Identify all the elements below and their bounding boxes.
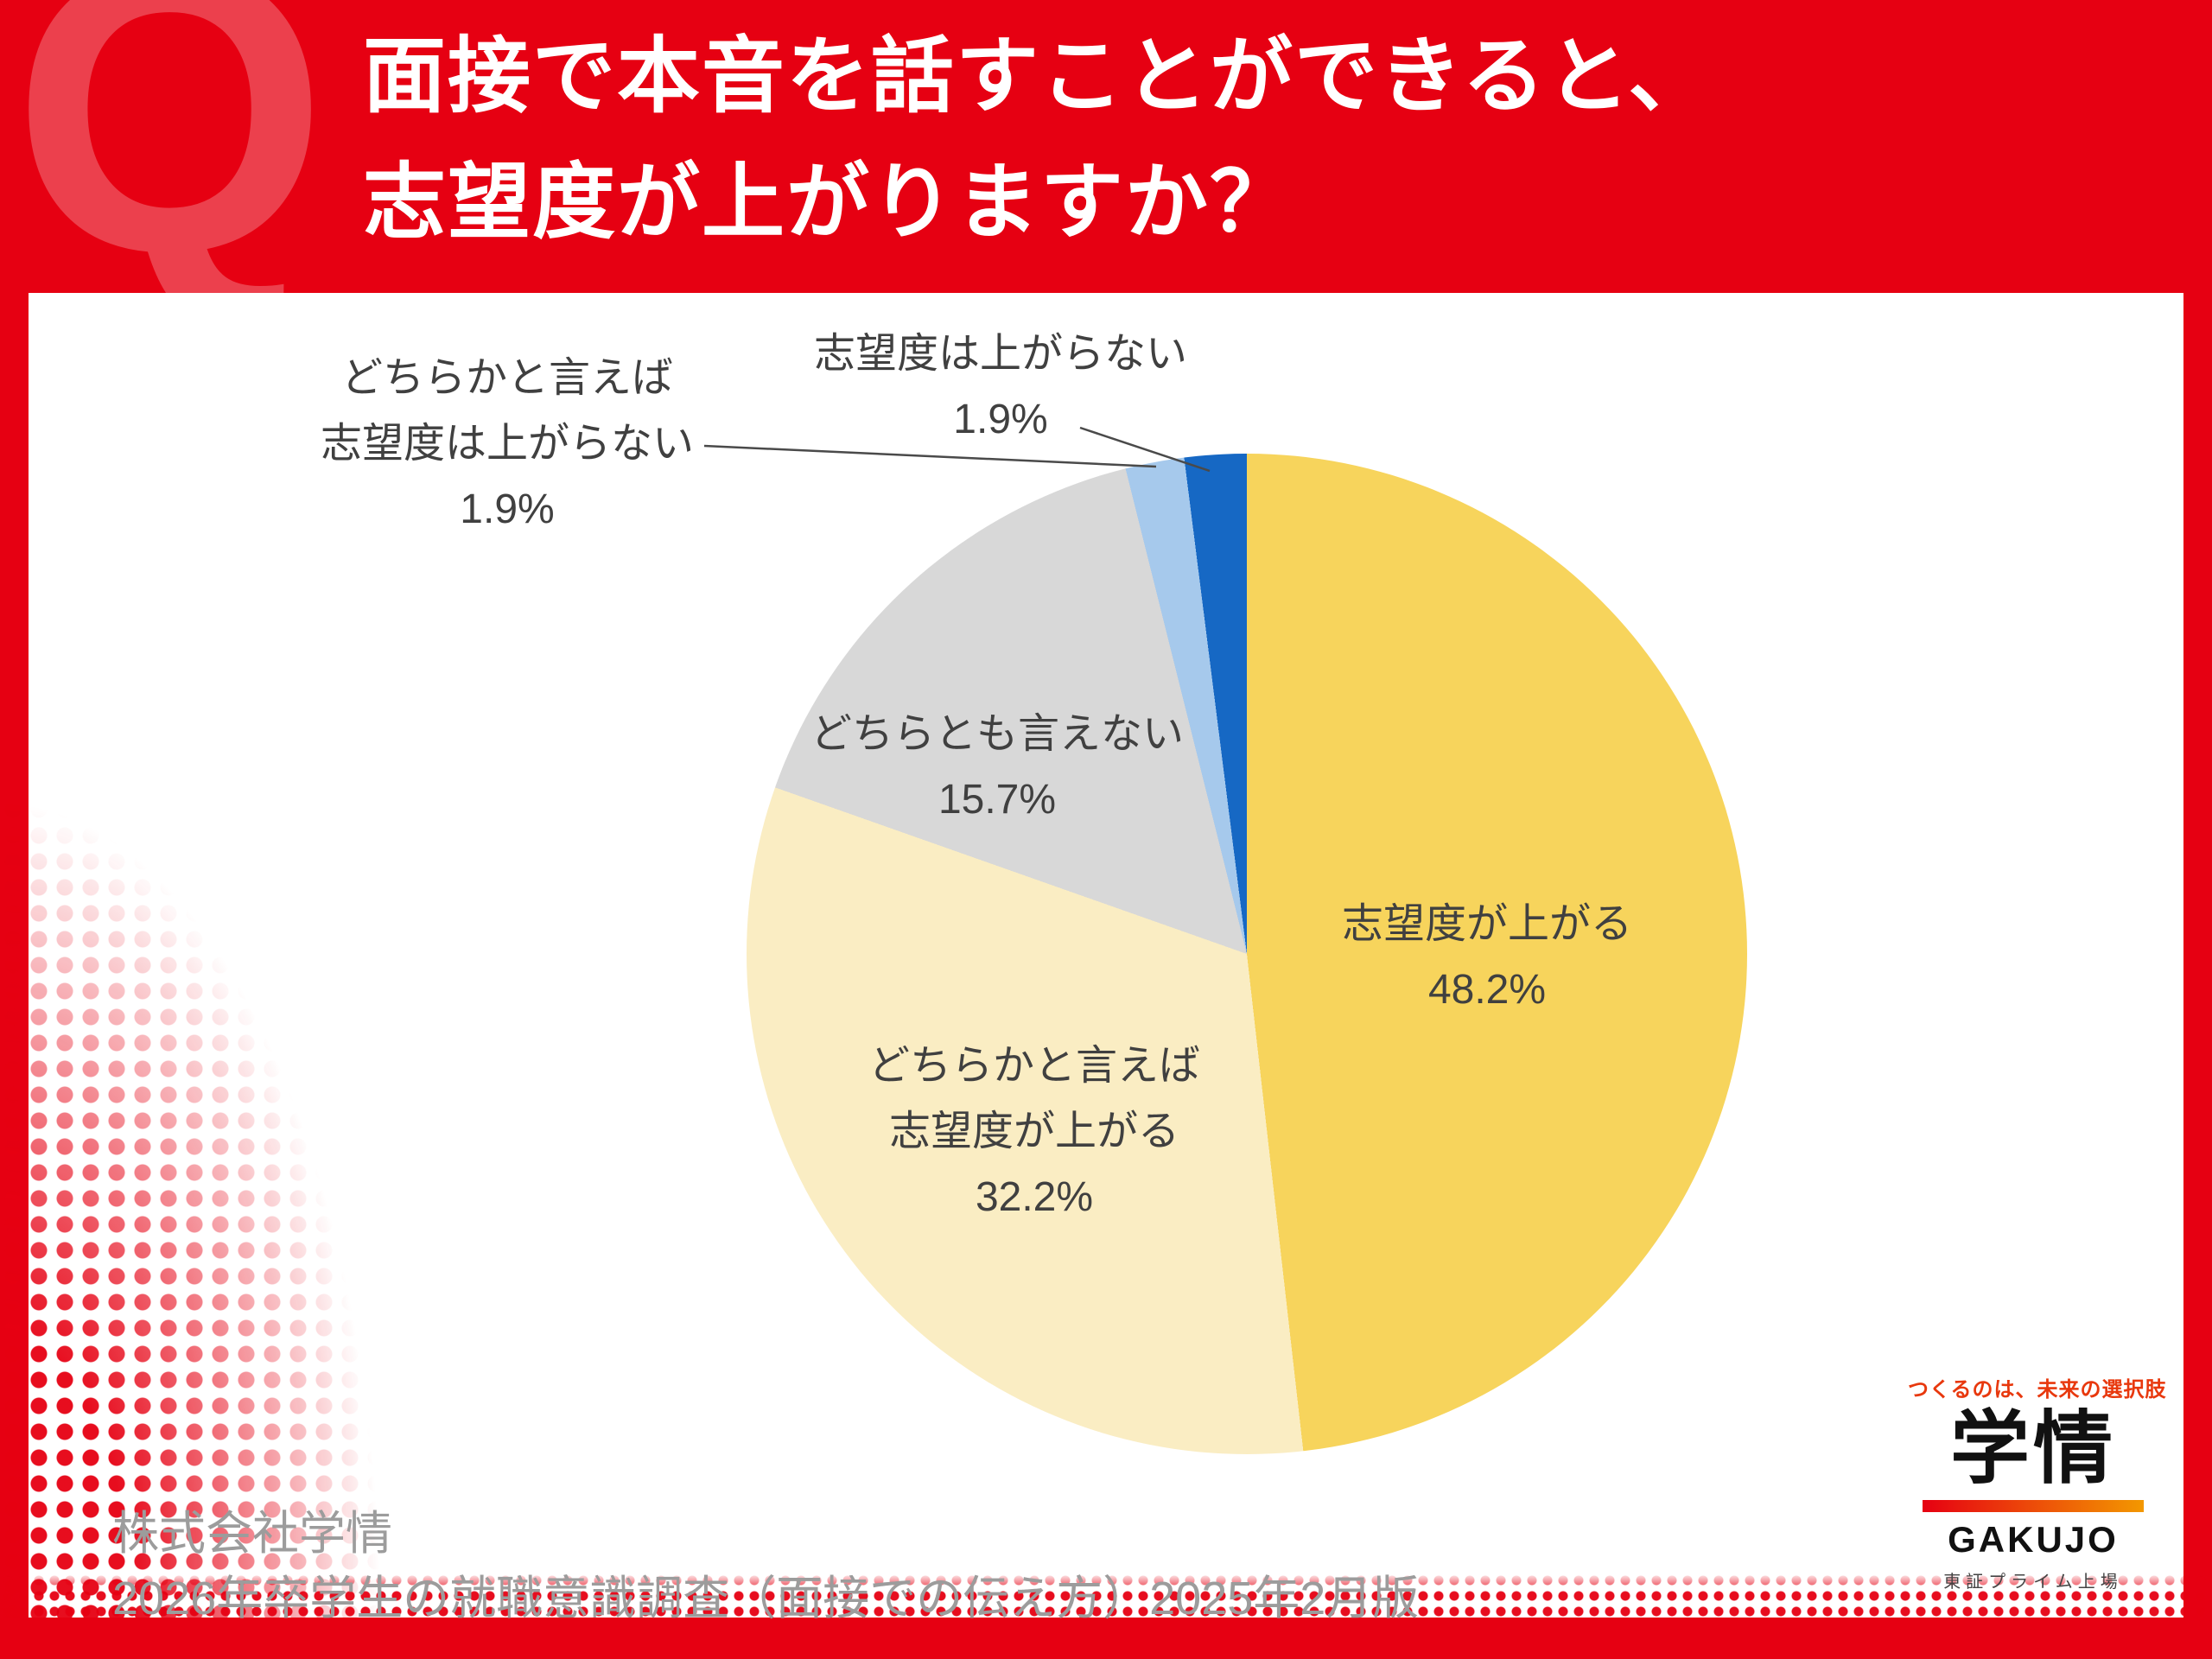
halftone-dots-band <box>0 1573 2212 1618</box>
slice-label-dochiratomo: どちらとも言えない 15.7% <box>810 702 1184 833</box>
footer-survey: 2026年卒学生の就職意識調査（面接での伝え方）2025年2月版 <box>112 1573 1420 1624</box>
footer-credit: 株式会社学情 2026年卒学生の就職意識調査（面接での伝え方）2025年2月版 <box>112 1502 1419 1631</box>
slice-label-text: 志望度が上がる <box>888 1109 1180 1154</box>
slice-label-text: 志望度は上がらない <box>813 331 1188 377</box>
title-line-2: 志望度が上がりますか？ <box>363 156 1294 249</box>
slice-label-pct: 1.9% <box>953 397 1048 442</box>
slice-label-text: どちらとも言えない <box>810 711 1185 757</box>
slice-label-dochiraka-agaranai: どちらかと言えば 志望度は上がらない 1.9% <box>321 346 694 543</box>
logo-listing-label: 東証プライム上場 <box>1943 1572 2123 1592</box>
slice-label-pct: 15.7% <box>938 777 1057 823</box>
header: Q 面接で本音を話すことができると、 志望度が上がりますか？ <box>0 0 2212 293</box>
slice-label-agaranai: 志望度は上がらない 1.9% <box>814 321 1187 453</box>
title-line-1: 面接で本音を話すことができると、 <box>363 30 1713 123</box>
slice-label-pct: 32.2% <box>975 1174 1094 1220</box>
page-title: 面接で本音を話すことができると、 志望度が上がりますか？ <box>363 14 1713 266</box>
slice-label-dochiraka-agaru: どちらかと言えば 志望度が上がる 32.2% <box>868 1033 1200 1230</box>
slice-label-pct: 48.2% <box>1427 967 1547 1013</box>
slice-label-agaru: 志望度が上がる 48.2% <box>1342 892 1632 1023</box>
slice-label-text: どちらかと言えば <box>340 355 674 401</box>
q-mark: Q <box>12 0 328 293</box>
slice-label-text: どちらかと言えば <box>868 1043 1201 1089</box>
logo-name-jp: 学情 <box>1949 1405 2116 1493</box>
slice-label-pct: 1.9% <box>460 486 555 532</box>
slice-label-text: 志望度が上がる <box>1341 901 1633 947</box>
halftone-dots-corner <box>0 589 406 1618</box>
gakujo-logo: つくるのは、未来の選択肢 学情 GAKUJO 東証プライム上場 <box>1908 1372 2167 1592</box>
slice-label-text: 志望度は上がらない <box>320 421 695 467</box>
pie-chart <box>747 454 1747 1454</box>
logo-gradient-bar <box>1923 1499 2144 1512</box>
footer-company: 株式会社学情 <box>112 1508 392 1560</box>
logo-name-en: GAKUJO <box>1948 1518 2119 1560</box>
logo-tagline: つくるのは、未来の選択肢 <box>1908 1378 2167 1402</box>
bottom-red-strip <box>0 1618 2212 1659</box>
